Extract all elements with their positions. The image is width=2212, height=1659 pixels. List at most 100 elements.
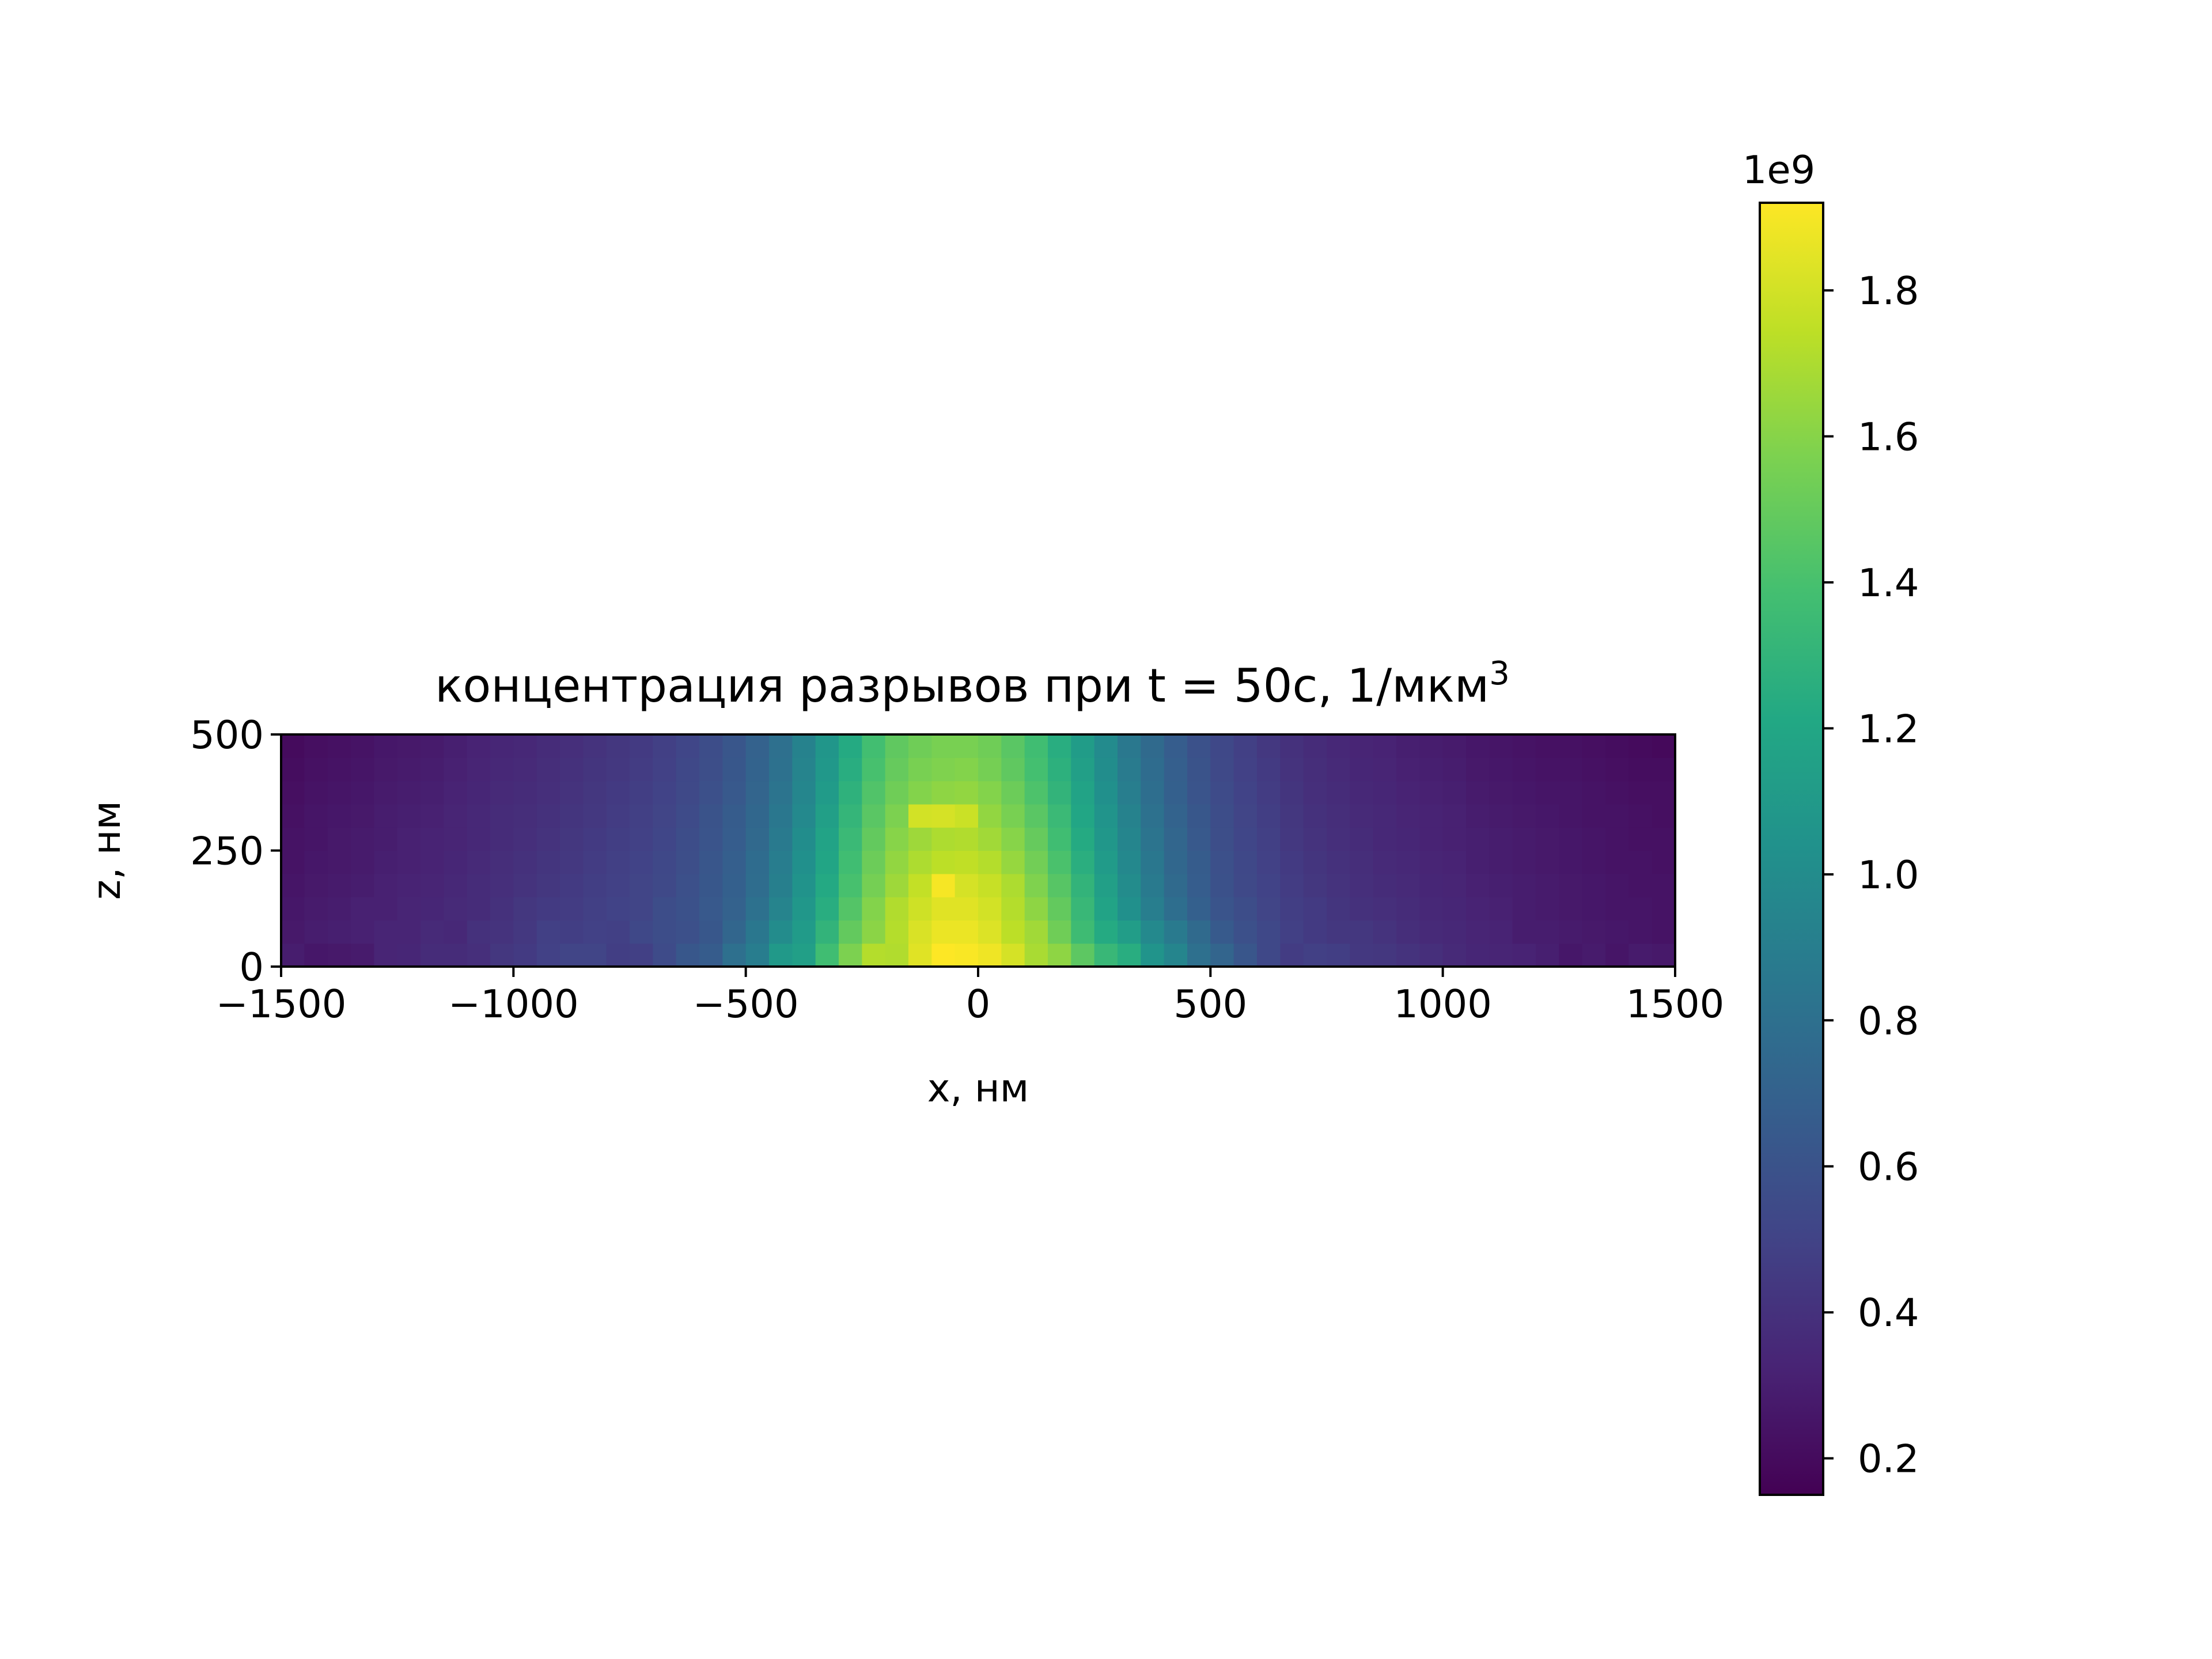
- heatmap-cell: [1489, 781, 1513, 805]
- heatmap-cell: [1582, 781, 1606, 805]
- heatmap-cell: [1233, 757, 1257, 782]
- heatmap-cell: [1001, 850, 1025, 874]
- heatmap-cell: [931, 873, 956, 897]
- y-tick-label: 250: [190, 829, 264, 874]
- heatmap-cell: [1350, 827, 1374, 851]
- heatmap-cell: [1071, 827, 1095, 851]
- heatmap-cell: [1512, 850, 1536, 874]
- heatmap-cell: [444, 897, 468, 921]
- heatmap-cell: [397, 781, 421, 805]
- heatmap-cell: [304, 897, 328, 921]
- heatmap-cell: [839, 757, 862, 782]
- heatmap-cell: [1466, 757, 1490, 782]
- heatmap-cell: [1141, 804, 1165, 828]
- heatmap-cell: [1373, 827, 1397, 851]
- heatmap-cell: [351, 827, 374, 851]
- heatmap-cell: [745, 873, 770, 897]
- heatmap-cell: [653, 734, 677, 758]
- heatmap-cell: [1396, 920, 1420, 944]
- heatmap-cell: [1233, 873, 1257, 897]
- heatmap-cell: [1024, 781, 1048, 805]
- heatmap-cell: [815, 920, 839, 944]
- heatmap-cell: [1628, 873, 1653, 897]
- heatmap-cell: [1048, 920, 1071, 944]
- heatmap-cell: [351, 734, 374, 758]
- heatmap-cell: [1233, 804, 1257, 828]
- heatmap-cell: [583, 804, 607, 828]
- heatmap-cell: [374, 757, 398, 782]
- heatmap-cell: [815, 827, 839, 851]
- heatmap-cell: [444, 827, 468, 851]
- heatmap-cell: [885, 943, 909, 967]
- heatmap-cell: [490, 781, 514, 805]
- heatmap-cell: [792, 827, 816, 851]
- heatmap-cell: [560, 850, 584, 874]
- heatmap-cell: [1628, 943, 1653, 967]
- heatmap-cell: [1187, 873, 1211, 897]
- heatmap-cell: [397, 757, 421, 782]
- heatmap-cell: [1373, 897, 1397, 921]
- heatmap-cell: [560, 827, 584, 851]
- heatmap-cell: [421, 850, 444, 874]
- x-tick-label: 0: [966, 982, 991, 1027]
- heatmap-cell: [1350, 920, 1374, 944]
- heatmap-cell: [374, 734, 398, 758]
- heatmap-cell: [676, 943, 700, 967]
- heatmap-cell: [583, 757, 607, 782]
- heatmap-cell: [1350, 897, 1374, 921]
- heatmap-cell: [1419, 920, 1444, 944]
- heatmap-cell: [1605, 734, 1629, 758]
- heatmap-cell: [1001, 734, 1025, 758]
- heatmap-cell: [444, 734, 468, 758]
- heatmap-cell: [1373, 943, 1397, 967]
- colorbar-tick-label: 1.6: [1858, 415, 1919, 460]
- heatmap-cell: [630, 897, 653, 921]
- heatmap-cell: [1210, 920, 1234, 944]
- heatmap-cell: [815, 781, 839, 805]
- heatmap-cell: [1628, 781, 1653, 805]
- heatmap-cell: [1628, 897, 1653, 921]
- heatmap-cell: [1210, 897, 1234, 921]
- heatmap-cell: [1071, 920, 1095, 944]
- heatmap-cell: [745, 943, 770, 967]
- heatmap-cell: [536, 827, 560, 851]
- heatmap-cell: [699, 757, 723, 782]
- heatmap-cell: [1350, 781, 1374, 805]
- heatmap-cell: [1118, 781, 1141, 805]
- heatmap-cell: [1094, 781, 1118, 805]
- heatmap-cell: [1466, 734, 1490, 758]
- heatmap-cell: [955, 734, 979, 758]
- heatmap-cell: [374, 897, 398, 921]
- heatmap-cell: [1396, 781, 1420, 805]
- heatmap-cell: [676, 873, 700, 897]
- heatmap-cell: [397, 873, 421, 897]
- heatmap-cell: [862, 943, 886, 967]
- heatmap-cell: [1559, 781, 1583, 805]
- heatmap-cell: [699, 827, 723, 851]
- heatmap-cell: [676, 827, 700, 851]
- heatmap-cell: [1442, 827, 1467, 851]
- heatmap-cell: [722, 804, 747, 828]
- heatmap-cell: [1257, 781, 1281, 805]
- heatmap-cell: [304, 757, 328, 782]
- colorbar-tick-label: 0.8: [1858, 998, 1919, 1043]
- heatmap-cell: [1118, 920, 1141, 944]
- heatmap-cell: [955, 757, 979, 782]
- heatmap-cell: [1164, 873, 1188, 897]
- heatmap-cell: [1652, 873, 1676, 897]
- heatmap-cell: [1048, 757, 1071, 782]
- heatmap-cell: [1396, 897, 1420, 921]
- heatmap-cell: [1094, 897, 1118, 921]
- heatmap-cell: [699, 873, 723, 897]
- heatmap-cell: [1605, 897, 1629, 921]
- heatmap-cell: [1118, 827, 1141, 851]
- heatmap-cell: [1419, 943, 1444, 967]
- heatmap-cell: [1024, 804, 1048, 828]
- heatmap-cell: [978, 827, 1002, 851]
- heatmap-cell: [1118, 873, 1141, 897]
- heatmap-cell: [536, 734, 560, 758]
- heatmap-cell: [444, 943, 468, 967]
- heatmap-cell: [1094, 873, 1118, 897]
- heatmap-cell: [1303, 897, 1327, 921]
- heatmap-cell: [955, 897, 979, 921]
